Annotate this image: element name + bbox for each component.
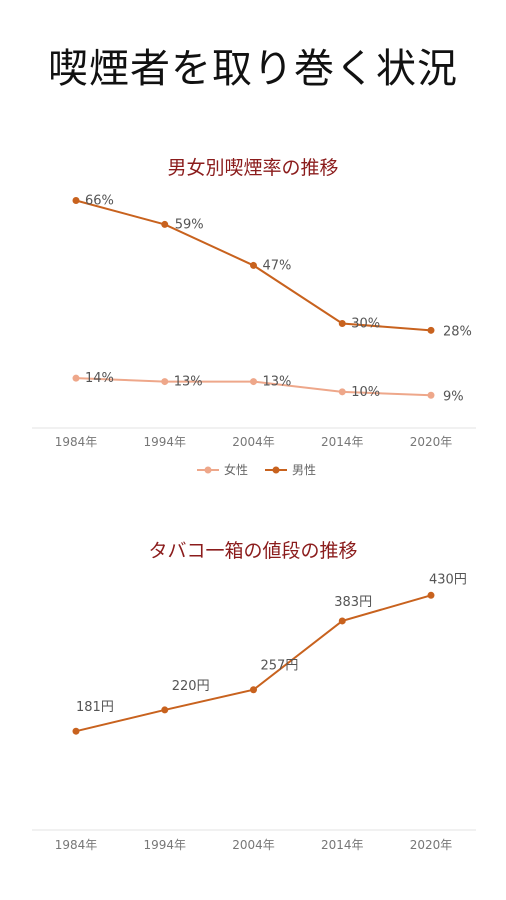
x-tick-label: 2020年: [410, 838, 453, 852]
x-tick-label: 2020年: [410, 435, 453, 449]
data-label: 10%: [351, 385, 380, 400]
data-label: 47%: [263, 258, 292, 273]
data-label: 383円: [334, 595, 372, 610]
data-label: 13%: [174, 375, 203, 390]
chart-title: 男女別喫煙率の推移: [167, 157, 338, 179]
data-point: [161, 706, 169, 714]
x-tick-label: 2014年: [321, 838, 364, 852]
data-label: 30%: [351, 317, 380, 332]
data-point: [427, 591, 435, 599]
x-tick-label: 1994年: [143, 838, 186, 852]
data-point: [72, 374, 80, 382]
plot-layer: 66% 59% 47% 30% 28% 14% 13% 13% 10% 9%: [72, 194, 472, 404]
legend: 女性 男性: [197, 462, 316, 477]
data-point: [161, 220, 169, 228]
x-tick-label: 1984年: [55, 838, 98, 852]
legend-swatch-marker: [204, 466, 212, 474]
series-line: [75, 594, 432, 733]
data-point: [338, 388, 346, 396]
data-label: 181円: [76, 700, 114, 715]
data-label: 430円: [429, 572, 467, 587]
data-label: 13%: [263, 375, 292, 390]
x-ticks: 1984年 1994年 2004年 2014年 2020年: [55, 435, 453, 449]
x-tick-label: 2014年: [321, 435, 364, 449]
legend-label: 男性: [292, 463, 316, 477]
data-point: [427, 326, 435, 334]
x-tick-label: 1984年: [55, 435, 98, 449]
data-label: 9%: [443, 389, 464, 404]
data-point: [250, 261, 257, 269]
data-label: 220円: [172, 679, 210, 694]
data-point: [338, 320, 346, 327]
page-title: 喫煙者を取り巻く状況: [48, 46, 458, 92]
smoking-rate-chart: 男女別喫煙率の推移 66%59%47%30%28%14% 13% 13%10% 9% …: [32, 157, 476, 477]
x-tick-label: 1994年: [143, 435, 186, 449]
data-point: [338, 617, 346, 625]
legend-label: 女性: [224, 462, 248, 477]
data-point: [250, 378, 257, 386]
data-point: [72, 727, 80, 735]
data-point: [427, 391, 435, 399]
data-label: 59%: [175, 217, 204, 232]
data-label: 28%: [443, 324, 472, 339]
x-tick-label: 2004年: [232, 838, 275, 852]
chart-title: タバコ一箱の値段の推移: [148, 540, 357, 562]
data-point: [161, 378, 169, 386]
data-point: [250, 686, 257, 694]
legend-swatch-marker: [272, 466, 280, 474]
data-label: 14%: [85, 371, 114, 386]
x-tick-label: 2004年: [232, 435, 275, 449]
data-point: [72, 197, 80, 204]
plot-layer: 181円 220円 257円 383円 430円: [72, 572, 467, 735]
x-ticks: 1984年 1994年 2004年 2014年 2020年: [55, 838, 453, 852]
data-label: 257円: [261, 659, 299, 674]
data-label: 66%: [85, 194, 114, 209]
